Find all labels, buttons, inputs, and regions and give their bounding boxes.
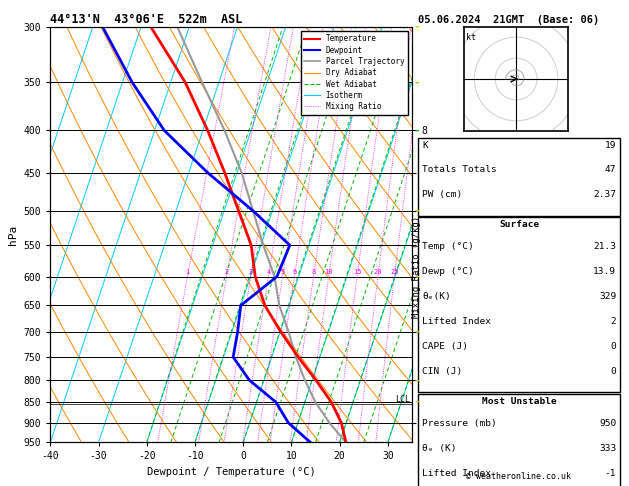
- Text: 4: 4: [266, 269, 270, 275]
- Text: 44°13'N  43°06'E  522m  ASL: 44°13'N 43°06'E 522m ASL: [50, 13, 243, 26]
- Text: 5: 5: [281, 269, 285, 275]
- Text: 0: 0: [610, 366, 616, 376]
- Text: CIN (J): CIN (J): [422, 366, 462, 376]
- Text: © weatheronline.co.uk: © weatheronline.co.uk: [467, 472, 571, 481]
- Text: Most Unstable: Most Unstable: [482, 397, 557, 406]
- Bar: [418, 138, 620, 216]
- Text: Mixing Ratio (g/kg): Mixing Ratio (g/kg): [412, 216, 421, 318]
- Text: θₑ (K): θₑ (K): [422, 444, 457, 453]
- X-axis label: Dewpoint / Temperature (°C): Dewpoint / Temperature (°C): [147, 467, 316, 477]
- Legend: Temperature, Dewpoint, Parcel Trajectory, Dry Adiabat, Wet Adiabat, Isotherm, Mi: Temperature, Dewpoint, Parcel Trajectory…: [301, 31, 408, 115]
- Text: 21.3: 21.3: [593, 243, 616, 251]
- Text: -1: -1: [604, 469, 616, 478]
- Text: 0: 0: [610, 342, 616, 351]
- Text: 15: 15: [353, 269, 361, 275]
- Text: 950: 950: [599, 419, 616, 428]
- Bar: [418, 217, 620, 392]
- Text: 05.06.2024  21GMT  (Base: 06): 05.06.2024 21GMT (Base: 06): [418, 15, 599, 25]
- Text: Totals Totals: Totals Totals: [422, 165, 497, 174]
- Text: Temp (°C): Temp (°C): [422, 243, 474, 251]
- Text: -: -: [414, 77, 418, 87]
- Text: kt: kt: [466, 33, 476, 42]
- Text: Pressure (mb): Pressure (mb): [422, 419, 497, 428]
- Text: 333: 333: [599, 444, 616, 453]
- Text: Dewp (°C): Dewp (°C): [422, 267, 474, 277]
- Text: θₑ(K): θₑ(K): [422, 292, 451, 301]
- Text: 2: 2: [610, 317, 616, 326]
- Text: 47: 47: [604, 165, 616, 174]
- Text: 10: 10: [325, 269, 333, 275]
- Text: 8: 8: [311, 269, 316, 275]
- Text: -: -: [414, 272, 418, 281]
- Text: 3: 3: [248, 269, 253, 275]
- Text: -: -: [414, 22, 418, 32]
- Text: 329: 329: [599, 292, 616, 301]
- Text: -: -: [414, 206, 418, 216]
- Text: -: -: [414, 125, 418, 136]
- Text: Lifted Index: Lifted Index: [422, 469, 491, 478]
- Text: CAPE (J): CAPE (J): [422, 342, 469, 351]
- Text: PW (cm): PW (cm): [422, 190, 462, 199]
- Text: K: K: [422, 140, 428, 150]
- Text: -: -: [414, 375, 418, 385]
- Text: -: -: [414, 327, 418, 337]
- Text: 25: 25: [390, 269, 399, 275]
- Y-axis label: km
ASL: km ASL: [438, 224, 455, 245]
- Text: 1: 1: [186, 269, 189, 275]
- Text: 13.9: 13.9: [593, 267, 616, 277]
- Text: Lifted Index: Lifted Index: [422, 317, 491, 326]
- Text: 2: 2: [225, 269, 228, 275]
- Text: Surface: Surface: [499, 220, 539, 229]
- Text: LCL: LCL: [396, 395, 411, 404]
- Bar: [418, 394, 620, 486]
- Text: 19: 19: [604, 140, 616, 150]
- Text: 2.37: 2.37: [593, 190, 616, 199]
- Text: 6: 6: [292, 269, 296, 275]
- Text: -: -: [414, 397, 418, 407]
- Y-axis label: hPa: hPa: [8, 225, 18, 244]
- Text: 20: 20: [374, 269, 382, 275]
